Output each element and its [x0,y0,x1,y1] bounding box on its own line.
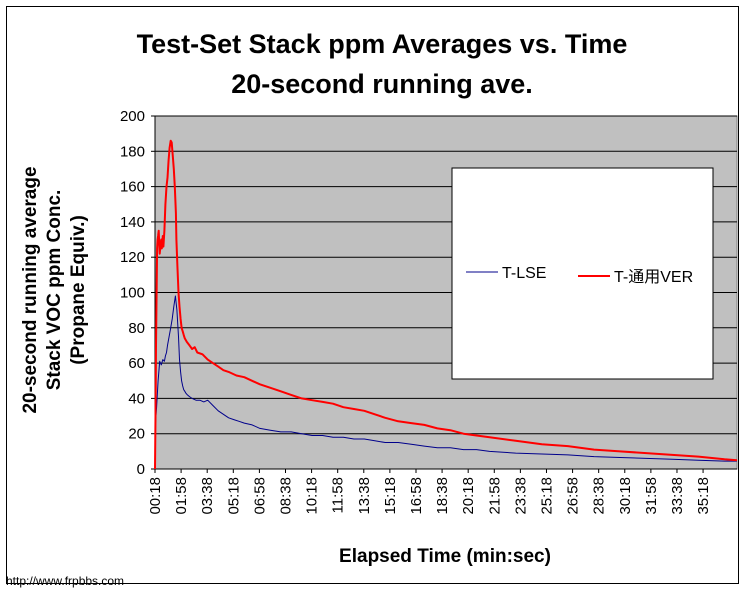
legend-label-t-lse: T-LSE [502,265,546,282]
x-tick-label: 06:58 [251,477,268,515]
y-axis-title: 20-second running average Stack VOC ppm … [20,166,89,413]
chart-frame [6,6,739,584]
series-line-t-lse [154,295,737,462]
x-tick-label: 18:38 [434,477,451,515]
y-tick-label: 0 [137,461,145,478]
y-tick-label: 100 [120,285,145,302]
x-tick-label: 35:18 [695,477,712,515]
y-tick-label: 180 [120,143,145,160]
legend: T-LSE T-通用VER [451,167,714,380]
legend-box [451,167,714,380]
watermark-url: http://www.frpbbs.com [6,574,125,588]
x-tick-label: 25:18 [538,477,555,515]
y-tick-label: 40 [128,390,145,407]
y-tick-label: 60 [128,355,145,372]
x-axis-title: Elapsed Time (min:sec) [339,546,551,567]
x-tick-label: 31:58 [643,477,660,515]
x-tick-label: 10:18 [304,477,321,515]
chart-title-line-2: 20-second running ave. [231,69,533,99]
x-tick-label: 30:18 [617,477,634,515]
x-tick-label: 21:58 [486,477,503,515]
x-tick-label: 23:38 [512,477,529,515]
x-tick-label: 15:18 [382,477,399,515]
x-tick-label: 05:18 [225,477,242,515]
x-tick-label: 20:18 [460,477,477,515]
chart-title-line-1: Test-Set Stack ppm Averages vs. Time [137,29,628,59]
x-tick-label: 11:58 [330,477,347,513]
x-tick-label: 00:18 [147,477,164,515]
x-tick-label: 33:38 [669,477,686,515]
y-axis-title-line-3: (Propane Equiv.) [68,215,89,365]
x-tick-label: 01:58 [173,477,190,515]
series-line-t-ver [154,139,738,470]
x-tick-label: 08:38 [277,477,294,515]
x-tick-label: 26:58 [565,477,582,515]
legend-label-t-ver: T-通用VER [614,268,693,286]
y-axis-title-line-2: Stack VOC ppm Conc. [44,190,65,391]
x-tick-label: 16:58 [408,477,425,515]
y-tick-label: 120 [120,249,145,266]
y-tick-label: 80 [128,320,145,337]
y-axis-title-line-1: 20-second running average [20,166,41,413]
y-tick-label: 140 [120,214,145,231]
x-tick-label: 03:38 [199,477,216,515]
x-tick-label: 13:38 [356,477,373,515]
y-tick-label: 20 [128,426,145,443]
y-tick-label: 200 [120,108,145,125]
x-tick-label: 28:38 [591,477,608,515]
y-tick-label: 160 [120,179,145,196]
